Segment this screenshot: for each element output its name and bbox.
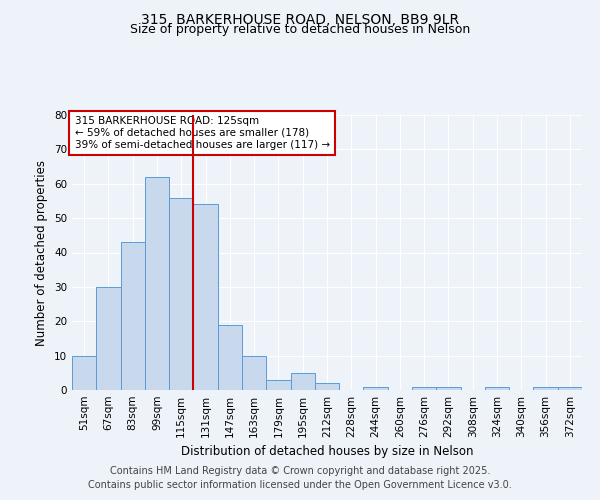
Bar <box>266 380 290 390</box>
Text: 315 BARKERHOUSE ROAD: 125sqm
← 59% of detached houses are smaller (178)
39% of s: 315 BARKERHOUSE ROAD: 125sqm ← 59% of de… <box>74 116 329 150</box>
Bar <box>436 386 461 390</box>
Bar <box>96 287 121 390</box>
Y-axis label: Number of detached properties: Number of detached properties <box>35 160 49 346</box>
Bar <box>290 373 315 390</box>
Bar <box>558 386 582 390</box>
Bar <box>121 242 145 390</box>
Bar <box>218 324 242 390</box>
X-axis label: Distribution of detached houses by size in Nelson: Distribution of detached houses by size … <box>181 446 473 458</box>
Text: 315, BARKERHOUSE ROAD, NELSON, BB9 9LR: 315, BARKERHOUSE ROAD, NELSON, BB9 9LR <box>141 12 459 26</box>
Bar <box>364 386 388 390</box>
Text: Size of property relative to detached houses in Nelson: Size of property relative to detached ho… <box>130 22 470 36</box>
Bar <box>315 383 339 390</box>
Bar <box>242 356 266 390</box>
Bar <box>533 386 558 390</box>
Bar <box>193 204 218 390</box>
Bar <box>169 198 193 390</box>
Bar <box>72 356 96 390</box>
Bar <box>485 386 509 390</box>
Text: Contains HM Land Registry data © Crown copyright and database right 2025.
Contai: Contains HM Land Registry data © Crown c… <box>88 466 512 490</box>
Bar <box>145 177 169 390</box>
Bar <box>412 386 436 390</box>
